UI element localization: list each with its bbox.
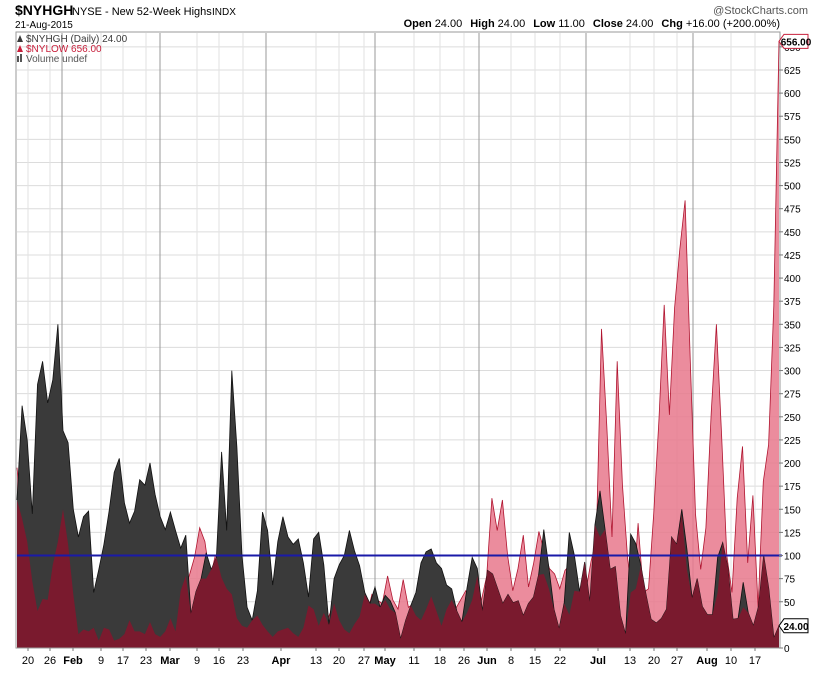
legend: $NYHGH (Daily) 24.00 $NYLOW 656.00 Volum… xyxy=(17,34,128,65)
y-tick-label: 475 xyxy=(784,205,801,216)
stockcharts-credit: @StockCharts.com xyxy=(713,5,808,17)
x-tick-label: 11 xyxy=(408,655,419,667)
ohlc-label-low: Low xyxy=(533,18,555,30)
x-tick-label: 23 xyxy=(140,655,152,667)
overlap-area-layer xyxy=(17,500,779,648)
y-tick-label: 325 xyxy=(784,343,801,354)
x-tick-label: 13 xyxy=(310,655,322,667)
y-tick-label: 0 xyxy=(784,644,790,655)
y-tick-label: 575 xyxy=(784,112,801,123)
legend-nylow-swatch xyxy=(17,45,23,52)
ohlc-readout: Open 24.00 High 24.00 Low 11.00 Close 24.00 Chg +… xyxy=(404,18,780,30)
ohlc-value-low: 11.00 xyxy=(558,18,585,30)
plot-frame xyxy=(15,31,781,649)
x-tick-label: 15 xyxy=(529,655,541,667)
y-tick-label: 275 xyxy=(784,390,801,401)
y-tick-label: 500 xyxy=(784,182,801,193)
x-tick-label: 9 xyxy=(194,655,200,667)
ohlc-value-chg: +16.00 (+200.00%) xyxy=(686,18,780,30)
y-tick-label: 250 xyxy=(784,413,801,424)
y-tick-label: 200 xyxy=(784,459,801,470)
x-tick-label: Feb xyxy=(63,655,83,667)
x-tick-label: Jun xyxy=(477,655,497,667)
nyhgh-area xyxy=(17,324,779,648)
tag-value: 24.00 xyxy=(783,622,808,633)
x-tick-label: 13 xyxy=(624,655,636,667)
last-value-tag-nyhgh: 24.00 xyxy=(778,618,809,634)
y-tick-label: 100 xyxy=(784,552,801,563)
legend-volume-label: Volume undef xyxy=(26,54,87,65)
x-tick-label: 27 xyxy=(358,655,370,667)
x-tick-label: Mar xyxy=(160,655,180,667)
x-tick-label: 17 xyxy=(749,655,761,667)
y-tick-label: 525 xyxy=(784,158,801,169)
y-tick-label: 425 xyxy=(784,251,801,262)
chart-description: NYSE - New 52-Week Highs xyxy=(72,6,212,18)
legend-volume-swatch xyxy=(17,56,19,62)
chart-exchange: INDX xyxy=(212,7,236,18)
x-tick-label: 20 xyxy=(333,655,345,667)
x-tick-label: 18 xyxy=(434,655,446,667)
x-tick-label: 26 xyxy=(458,655,470,667)
x-tick-label: 20 xyxy=(648,655,660,667)
legend-volume-swatch-2 xyxy=(20,54,22,62)
ohlc-value-high: 24.00 xyxy=(498,18,526,30)
x-tick-label: Apr xyxy=(272,655,292,667)
x-tick-label: 22 xyxy=(554,655,566,667)
ohlc-label-chg: Chg xyxy=(661,18,682,30)
legend-nyhgh-label: $NYHGH (Daily) 24.00 xyxy=(26,34,128,45)
ohlc-value-open: 24.00 xyxy=(435,18,463,30)
x-tick-label: 16 xyxy=(213,655,225,667)
y-tick-label: 50 xyxy=(784,598,796,609)
y-tick-label: 125 xyxy=(784,528,801,539)
ohlc-label-open: Open xyxy=(404,18,432,30)
y-tick-label: 550 xyxy=(784,135,801,146)
y-tick-label: 400 xyxy=(784,274,801,285)
y-tick-label: 625 xyxy=(784,66,801,77)
y-tick-label: 350 xyxy=(784,320,801,331)
y-tick-label: 150 xyxy=(784,505,801,516)
y-tick-label: 450 xyxy=(784,228,801,239)
x-tick-label: 23 xyxy=(237,655,249,667)
y-tick-label: 175 xyxy=(784,482,801,493)
x-tick-label: 26 xyxy=(44,655,56,667)
y-tick-label: 75 xyxy=(784,575,796,586)
last-value-tag-nylow: 656.00 xyxy=(778,33,812,49)
last-value-tags: 656.00 24.00 xyxy=(778,33,812,634)
legend-nyhgh-swatch xyxy=(17,35,23,42)
y-tick-label: 225 xyxy=(784,436,801,447)
y-tick-label: 600 xyxy=(784,89,801,100)
x-tick-label: May xyxy=(374,655,396,667)
y-tick-label: 375 xyxy=(784,297,801,308)
ohlc-label-close: Close xyxy=(593,18,623,30)
chart-date: 21-Aug-2015 xyxy=(15,20,73,31)
x-tick-label: Jul xyxy=(590,655,606,667)
tag-box xyxy=(778,33,809,49)
ohlc-label-high: High xyxy=(470,18,495,30)
x-tick-label: 20 xyxy=(22,655,34,667)
y-tick-label: 300 xyxy=(784,367,801,378)
x-axis: 20 26 Feb 9 17 23 Mar 9 16 23 Apr 13 20 27 May 11 18 26 Ju… xyxy=(22,648,761,667)
overlap-area xyxy=(17,500,779,648)
y-axis: 0255075100125150175200225250275300325350… xyxy=(779,43,801,655)
x-tick-label: Aug xyxy=(696,655,717,667)
x-tick-label: 8 xyxy=(508,655,514,667)
chart-symbol: $NYHGH xyxy=(15,2,73,18)
tag-value: 656.00 xyxy=(781,37,812,48)
x-tick-label: 17 xyxy=(117,655,129,667)
ohlc-value-close: 24.00 xyxy=(626,18,654,30)
nylow-area xyxy=(17,41,779,649)
x-tick-label: 9 xyxy=(98,655,104,667)
tag-box xyxy=(778,618,809,634)
x-tick-label: 27 xyxy=(671,655,683,667)
legend-nylow-label: $NYLOW 656.00 xyxy=(26,44,102,55)
x-tick-label: 10 xyxy=(725,655,737,667)
